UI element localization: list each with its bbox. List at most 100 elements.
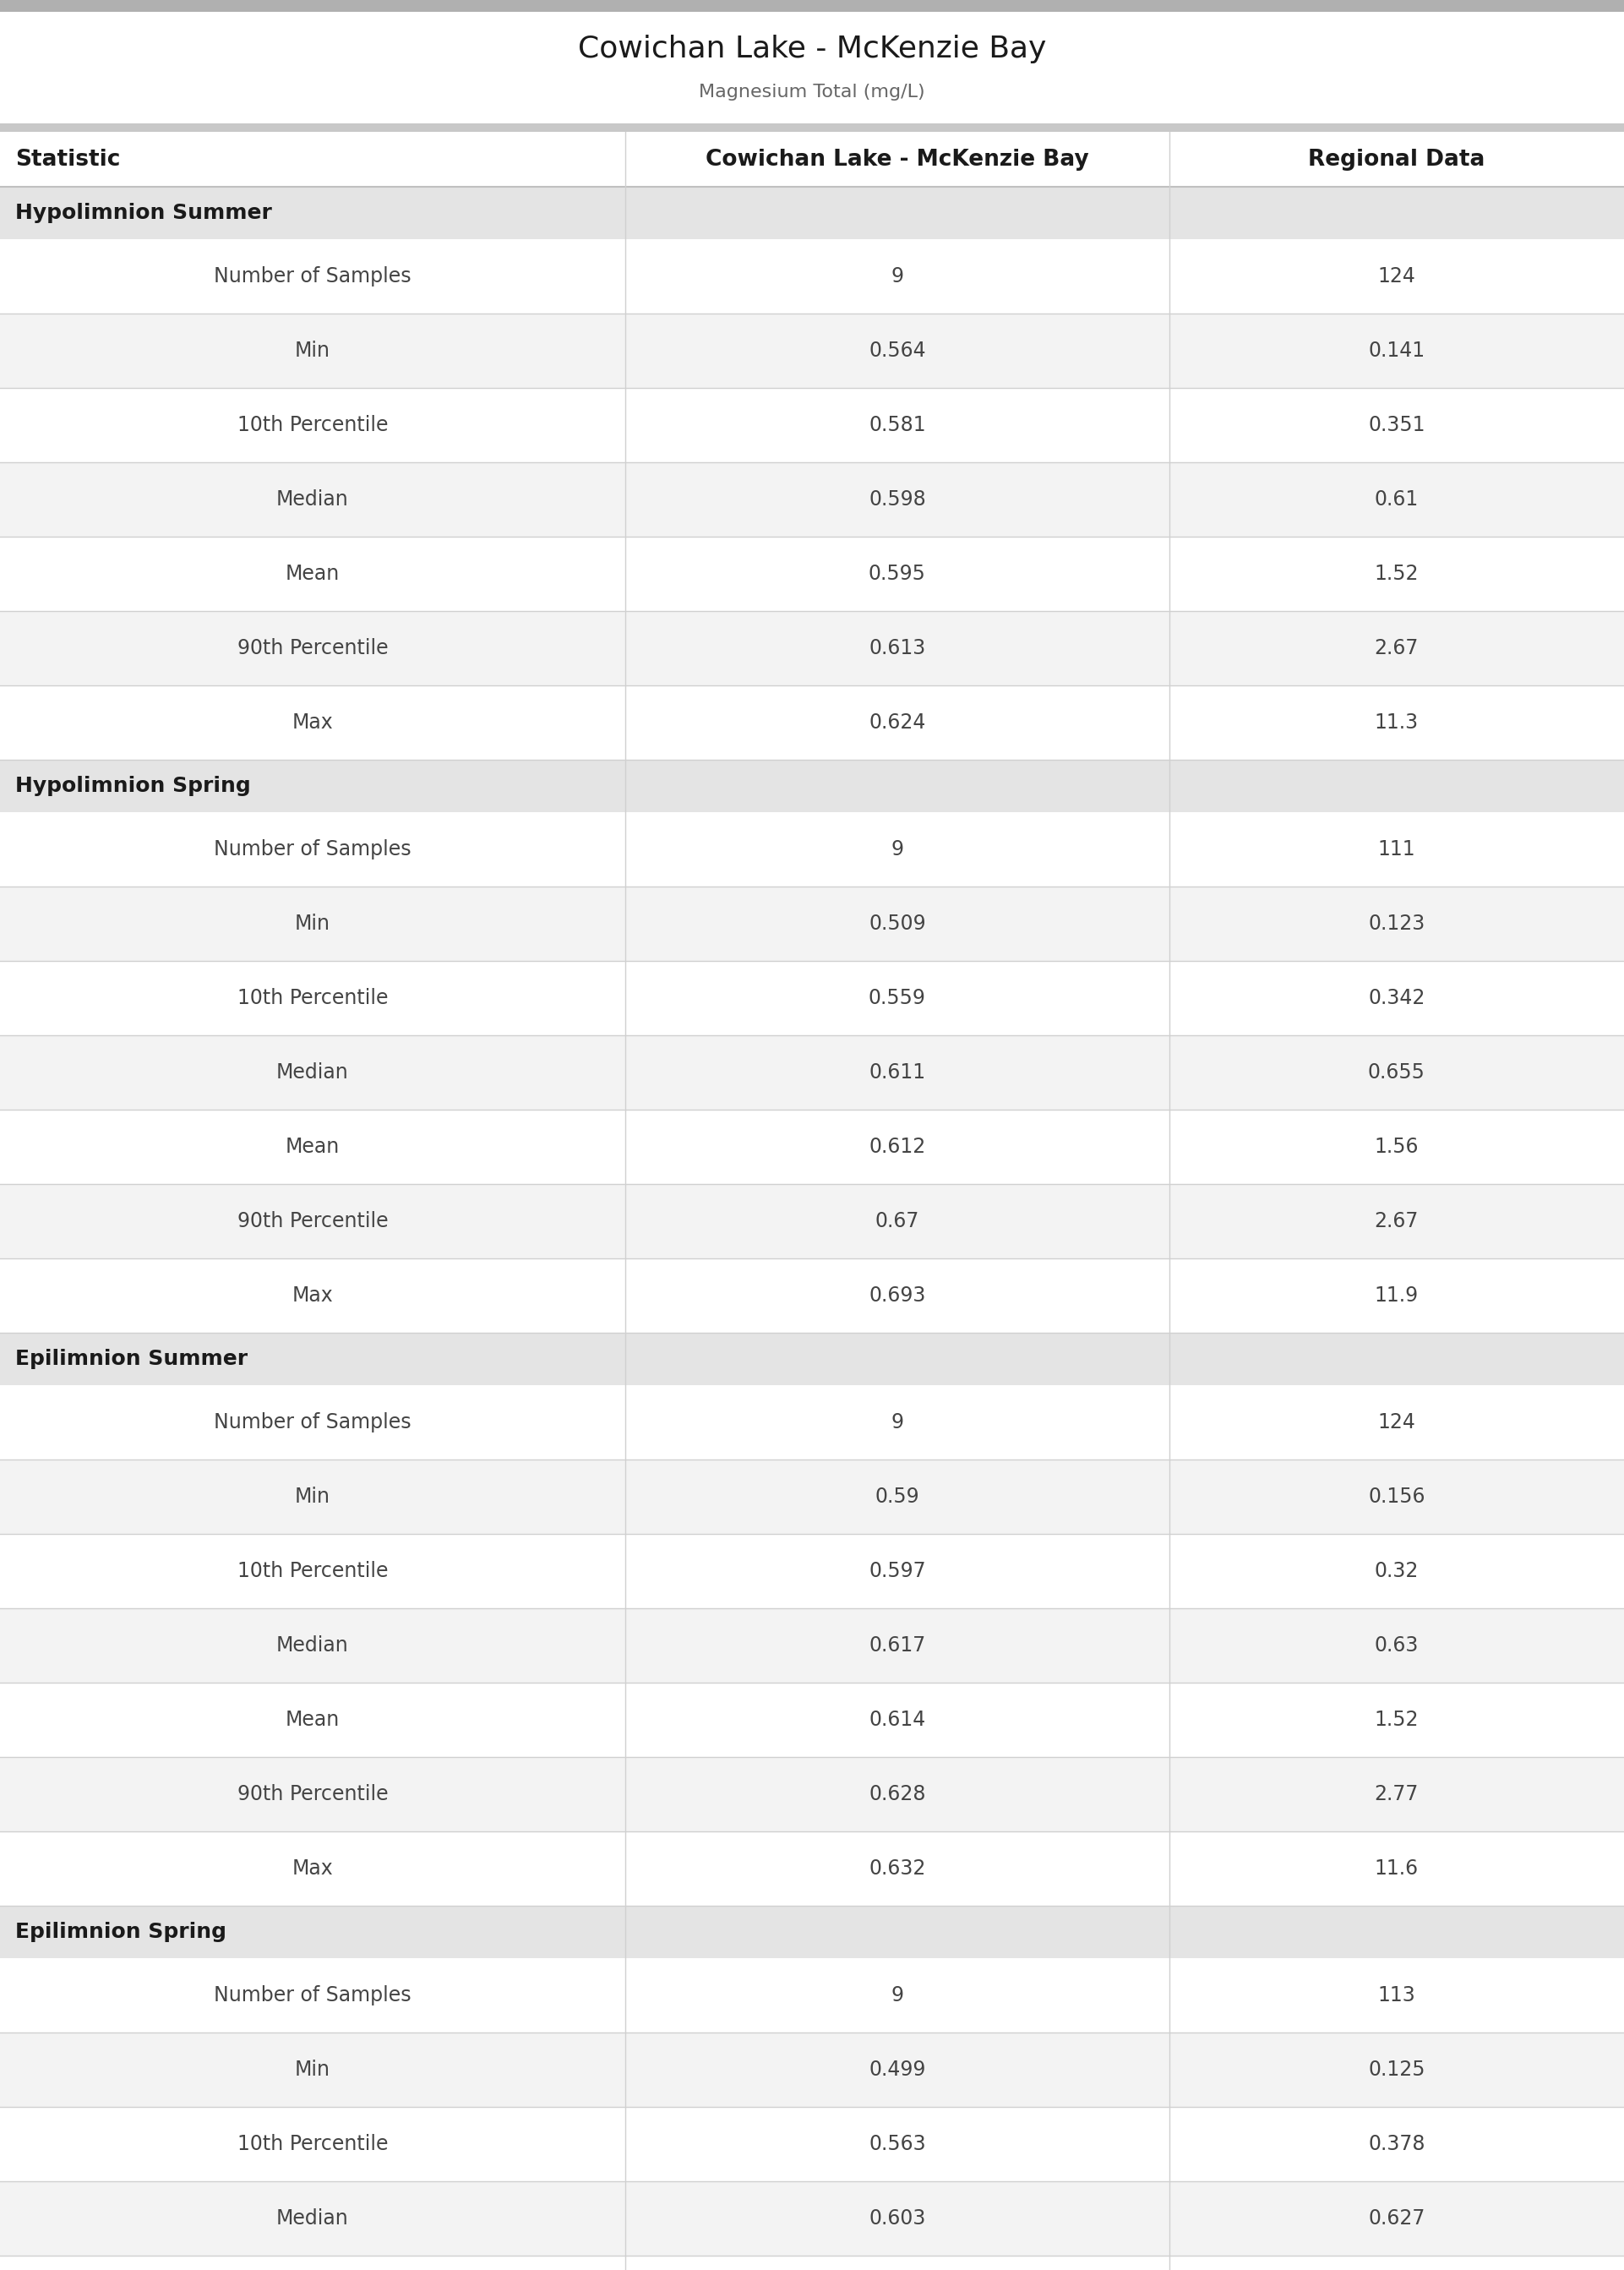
Text: 0.614: 0.614 <box>869 1709 926 1730</box>
Text: 0.59: 0.59 <box>875 1487 919 1507</box>
Text: Min: Min <box>296 913 330 933</box>
Text: 0.564: 0.564 <box>869 340 926 361</box>
Text: 11.6: 11.6 <box>1374 1859 1419 1880</box>
Text: Median: Median <box>276 1634 349 1655</box>
Text: 9: 9 <box>892 840 903 860</box>
Bar <box>0 132 1624 186</box>
Bar <box>0 2032 1624 2107</box>
Text: 0.628: 0.628 <box>869 1784 926 1805</box>
Text: 9: 9 <box>892 266 903 286</box>
Text: 11.3: 11.3 <box>1374 713 1419 733</box>
Text: Cowichan Lake - McKenzie Bay: Cowichan Lake - McKenzie Bay <box>578 34 1046 64</box>
Text: Regional Data: Regional Data <box>1309 148 1484 170</box>
Bar <box>0 1757 1624 1832</box>
Bar <box>0 536 1624 611</box>
Bar <box>0 888 1624 960</box>
Text: 0.613: 0.613 <box>869 638 926 658</box>
Bar <box>0 1258 1624 1332</box>
Bar <box>0 960 1624 1035</box>
Text: 1.56: 1.56 <box>1374 1137 1419 1158</box>
Text: 10th Percentile: 10th Percentile <box>237 1562 388 1582</box>
Text: 0.351: 0.351 <box>1367 415 1426 436</box>
Text: 0.632: 0.632 <box>869 1859 926 1880</box>
Text: 1.52: 1.52 <box>1374 1709 1419 1730</box>
Bar <box>0 1959 1624 2032</box>
Text: 0.598: 0.598 <box>869 490 926 508</box>
Text: Epilimnion Spring: Epilimnion Spring <box>15 1923 226 1943</box>
Text: 0.611: 0.611 <box>869 1062 926 1083</box>
Text: Median: Median <box>276 490 349 508</box>
Text: 0.563: 0.563 <box>869 2134 926 2154</box>
Text: Mean: Mean <box>286 1709 339 1730</box>
Bar <box>0 760 1624 813</box>
Text: Median: Median <box>276 1062 349 1083</box>
Text: Max: Max <box>292 713 333 733</box>
Text: 0.624: 0.624 <box>869 713 926 733</box>
Bar <box>0 1460 1624 1535</box>
Bar <box>0 1907 1624 1959</box>
Bar <box>0 388 1624 463</box>
Text: 10th Percentile: 10th Percentile <box>237 2134 388 2154</box>
Text: 0.61: 0.61 <box>1374 490 1419 508</box>
Bar <box>0 1110 1624 1185</box>
Text: Hypolimnion Summer: Hypolimnion Summer <box>15 202 271 222</box>
Text: 0.693: 0.693 <box>869 1285 926 1305</box>
Text: 0.617: 0.617 <box>869 1634 926 1655</box>
Text: 0.123: 0.123 <box>1369 913 1424 933</box>
Bar <box>0 1035 1624 1110</box>
Text: Statistic: Statistic <box>15 148 120 170</box>
Text: Number of Samples: Number of Samples <box>214 1412 411 1432</box>
Text: Min: Min <box>296 340 330 361</box>
Text: Max: Max <box>292 1859 333 1880</box>
Text: 0.581: 0.581 <box>869 415 926 436</box>
Bar <box>0 2181 1624 2256</box>
Bar <box>0 1607 1624 1682</box>
Text: 0.342: 0.342 <box>1367 987 1426 1008</box>
Text: 0.141: 0.141 <box>1369 340 1424 361</box>
Text: 90th Percentile: 90th Percentile <box>237 638 388 658</box>
Text: Number of Samples: Number of Samples <box>214 266 411 286</box>
Text: 9: 9 <box>892 1412 903 1432</box>
Bar <box>0 1385 1624 1460</box>
Bar <box>0 238 1624 313</box>
Text: Cowichan Lake - McKenzie Bay: Cowichan Lake - McKenzie Bay <box>705 148 1090 170</box>
Text: 0.597: 0.597 <box>869 1562 926 1582</box>
Text: 0.125: 0.125 <box>1367 2059 1426 2079</box>
Text: 0.612: 0.612 <box>869 1137 926 1158</box>
Text: 0.509: 0.509 <box>869 913 926 933</box>
Text: Number of Samples: Number of Samples <box>214 840 411 860</box>
Bar <box>0 686 1624 760</box>
Text: Epilimnion Summer: Epilimnion Summer <box>15 1348 248 1369</box>
Text: 0.67: 0.67 <box>875 1212 919 1230</box>
Text: 0.595: 0.595 <box>869 563 926 583</box>
Text: 90th Percentile: 90th Percentile <box>237 1212 388 1230</box>
Bar <box>0 313 1624 388</box>
Bar <box>0 611 1624 686</box>
Text: 111: 111 <box>1377 840 1416 860</box>
Bar <box>0 186 1624 238</box>
Bar <box>0 1832 1624 1907</box>
Bar <box>0 1535 1624 1607</box>
Text: 113: 113 <box>1377 1986 1416 2004</box>
Bar <box>0 11 1624 123</box>
Text: 2.77: 2.77 <box>1374 1784 1419 1805</box>
Text: Min: Min <box>296 2059 330 2079</box>
Text: Number of Samples: Number of Samples <box>214 1986 411 2004</box>
Text: 0.627: 0.627 <box>1367 2209 1426 2229</box>
Bar <box>0 1185 1624 1258</box>
Text: 0.499: 0.499 <box>869 2059 926 2079</box>
Text: 2.67: 2.67 <box>1374 1212 1419 1230</box>
Text: 124: 124 <box>1377 1412 1416 1432</box>
Text: Mean: Mean <box>286 563 339 583</box>
Text: 0.156: 0.156 <box>1367 1487 1426 1507</box>
Text: 10th Percentile: 10th Percentile <box>237 987 388 1008</box>
Text: 2.67: 2.67 <box>1374 638 1419 658</box>
Text: 1.52: 1.52 <box>1374 563 1419 583</box>
Bar <box>0 463 1624 536</box>
Text: 0.378: 0.378 <box>1367 2134 1426 2154</box>
Bar <box>0 1682 1624 1757</box>
Text: 0.559: 0.559 <box>869 987 926 1008</box>
Text: Median: Median <box>276 2209 349 2229</box>
Text: 0.32: 0.32 <box>1374 1562 1419 1582</box>
Bar <box>0 0 1624 11</box>
